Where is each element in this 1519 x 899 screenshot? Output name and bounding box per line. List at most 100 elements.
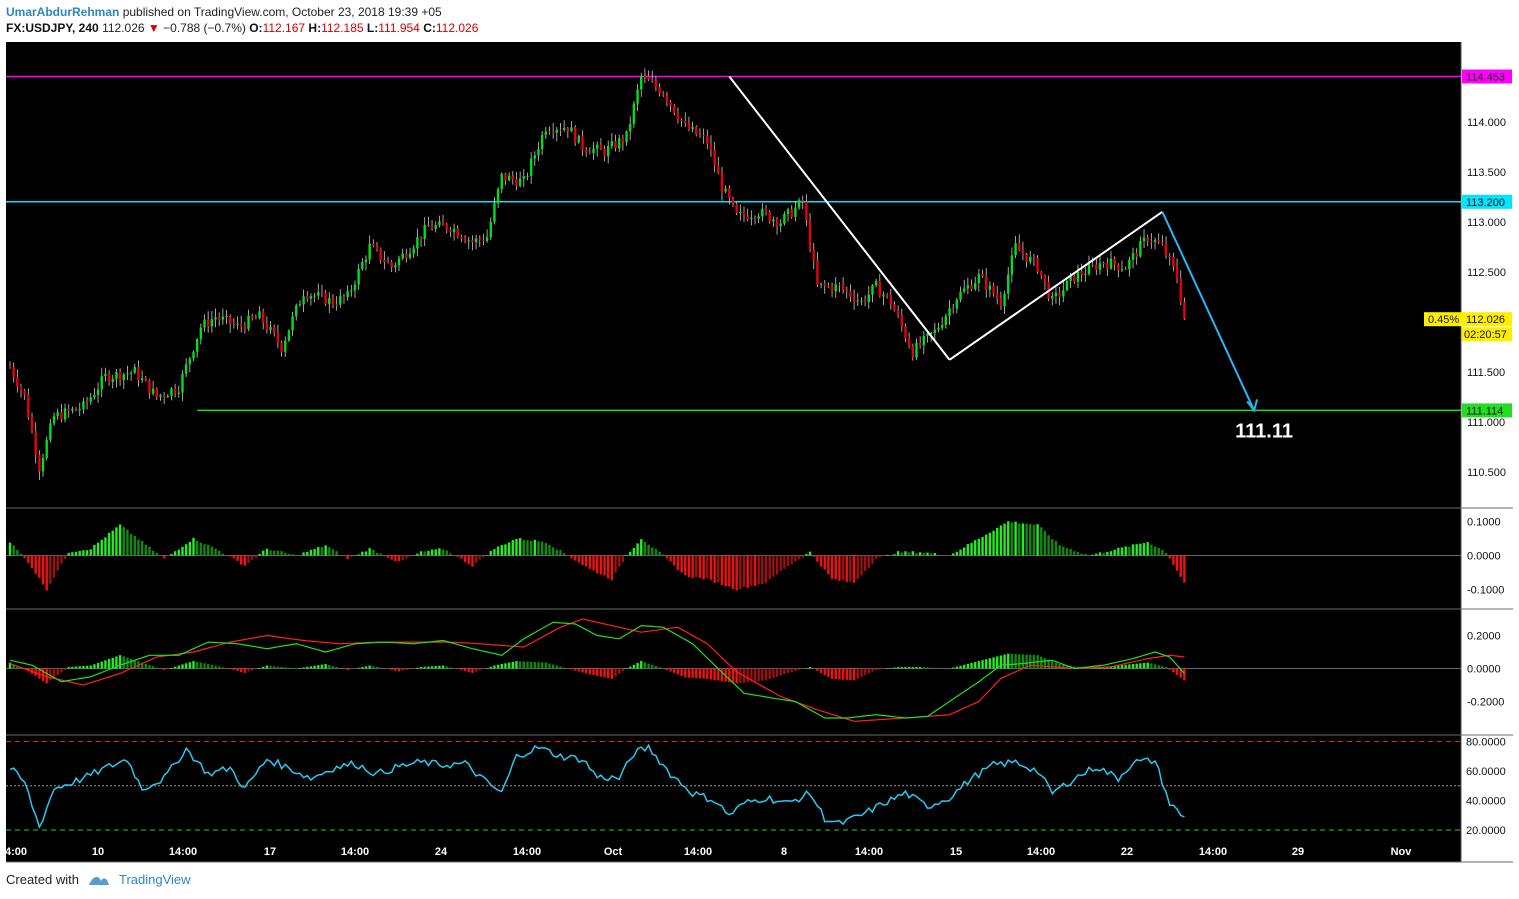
macd-histogram-bar <box>654 666 658 669</box>
candle-body <box>49 423 52 440</box>
macd-histogram-bar <box>929 667 933 669</box>
histogram-bar <box>555 549 559 556</box>
macd-histogram-bar <box>269 665 272 669</box>
macd-histogram-bar <box>225 668 228 669</box>
candle-body <box>89 397 92 402</box>
macd-histogram-bar <box>940 668 944 669</box>
candle-body <box>885 294 889 296</box>
macd-histogram-bar <box>247 668 250 672</box>
histogram-bar <box>441 549 445 556</box>
histogram-bar <box>533 539 537 556</box>
macd-histogram-bar <box>577 668 581 672</box>
histogram-bar <box>915 553 918 556</box>
macd-histogram-bar <box>999 655 1003 669</box>
candle-body <box>434 225 437 230</box>
histogram-bar <box>647 544 650 556</box>
histogram-bar <box>1007 521 1010 556</box>
histogram-bar <box>129 533 133 556</box>
candle-body <box>67 408 70 411</box>
candle-body <box>1179 278 1182 303</box>
histogram-bar <box>937 554 940 556</box>
candle-body <box>265 323 269 331</box>
macd-histogram-bar <box>621 668 625 672</box>
histogram-bar <box>654 548 658 556</box>
macd-histogram-bar <box>1168 668 1171 670</box>
high-value: 112.185 <box>321 21 364 35</box>
candle-body <box>324 292 327 305</box>
histogram-bar <box>1029 524 1032 556</box>
price-tick-label: 111.500 <box>1467 367 1505 379</box>
candle-body <box>166 396 170 398</box>
histogram-bar <box>900 552 904 556</box>
author-link[interactable]: UmarAbdurRehman <box>6 5 120 19</box>
macd-histogram-bar <box>74 666 78 669</box>
histogram-bar <box>262 550 265 556</box>
candle-body <box>372 243 375 246</box>
candle-body <box>71 408 74 411</box>
histogram-bar <box>45 555 48 591</box>
macd-histogram-bar <box>140 662 144 669</box>
histogram-bar <box>23 555 26 559</box>
histogram-bar <box>838 555 841 581</box>
macd-histogram-bar <box>584 668 588 674</box>
macd-histogram-bar <box>757 668 760 682</box>
candle-body <box>559 129 562 131</box>
histogram-bar <box>581 555 584 565</box>
histogram-bar <box>1058 545 1061 556</box>
macd-histogram-bar <box>816 668 819 671</box>
countdown-tag <box>1462 327 1512 342</box>
histogram-bar <box>438 548 441 556</box>
candle-body <box>955 299 959 309</box>
candle-body <box>709 143 713 151</box>
candle-body <box>1010 255 1014 275</box>
candle-body <box>118 372 122 381</box>
last-price-tag <box>1462 312 1512 327</box>
macd-histogram-bar <box>996 656 999 669</box>
histogram-bar <box>904 551 907 556</box>
candle-body <box>236 323 239 325</box>
candle-body <box>210 319 214 327</box>
change-pct-label: 0.45% <box>1428 314 1459 326</box>
close-label: C: <box>423 21 436 35</box>
histogram-bar <box>940 555 944 556</box>
candle-body <box>651 79 654 81</box>
candle-body <box>159 395 162 397</box>
histogram-bar <box>394 555 397 562</box>
candle-body <box>12 366 15 378</box>
macd-histogram-bar <box>390 668 393 670</box>
candle-body <box>713 150 716 166</box>
macd-histogram-bar <box>775 668 779 677</box>
macd-histogram-bar <box>1135 663 1138 669</box>
histogram-bar <box>1084 553 1087 556</box>
histogram-bar <box>41 555 45 585</box>
histogram-bar <box>107 532 111 556</box>
histogram-bar <box>12 545 15 556</box>
macd-histogram-bar <box>115 656 118 669</box>
histogram-bar <box>225 555 228 556</box>
histogram-bar <box>328 547 331 556</box>
histogram-bar <box>959 549 962 556</box>
histogram-bar <box>816 555 819 562</box>
candle-body <box>41 458 45 472</box>
histogram-bar <box>82 550 85 556</box>
candle-body <box>717 165 720 174</box>
histogram-bar <box>720 555 724 586</box>
candle-body <box>162 395 166 397</box>
histogram-bar <box>507 542 511 556</box>
candle-body <box>346 291 349 298</box>
macd-histogram-bar <box>434 666 437 669</box>
histogram-bar <box>56 555 59 571</box>
candle-body <box>449 229 452 233</box>
histogram-bar <box>570 555 573 559</box>
candle-body <box>137 367 140 381</box>
candle-body <box>306 296 309 299</box>
tradingview-link[interactable]: TradingView <box>118 872 191 887</box>
candle-body <box>78 409 81 411</box>
macd-histogram-bar <box>581 668 584 673</box>
histogram-bar <box>452 555 456 556</box>
histogram-bar <box>254 555 258 558</box>
histogram-bar <box>988 532 992 556</box>
macd-histogram-bar <box>500 664 503 669</box>
candle-body <box>852 296 856 302</box>
